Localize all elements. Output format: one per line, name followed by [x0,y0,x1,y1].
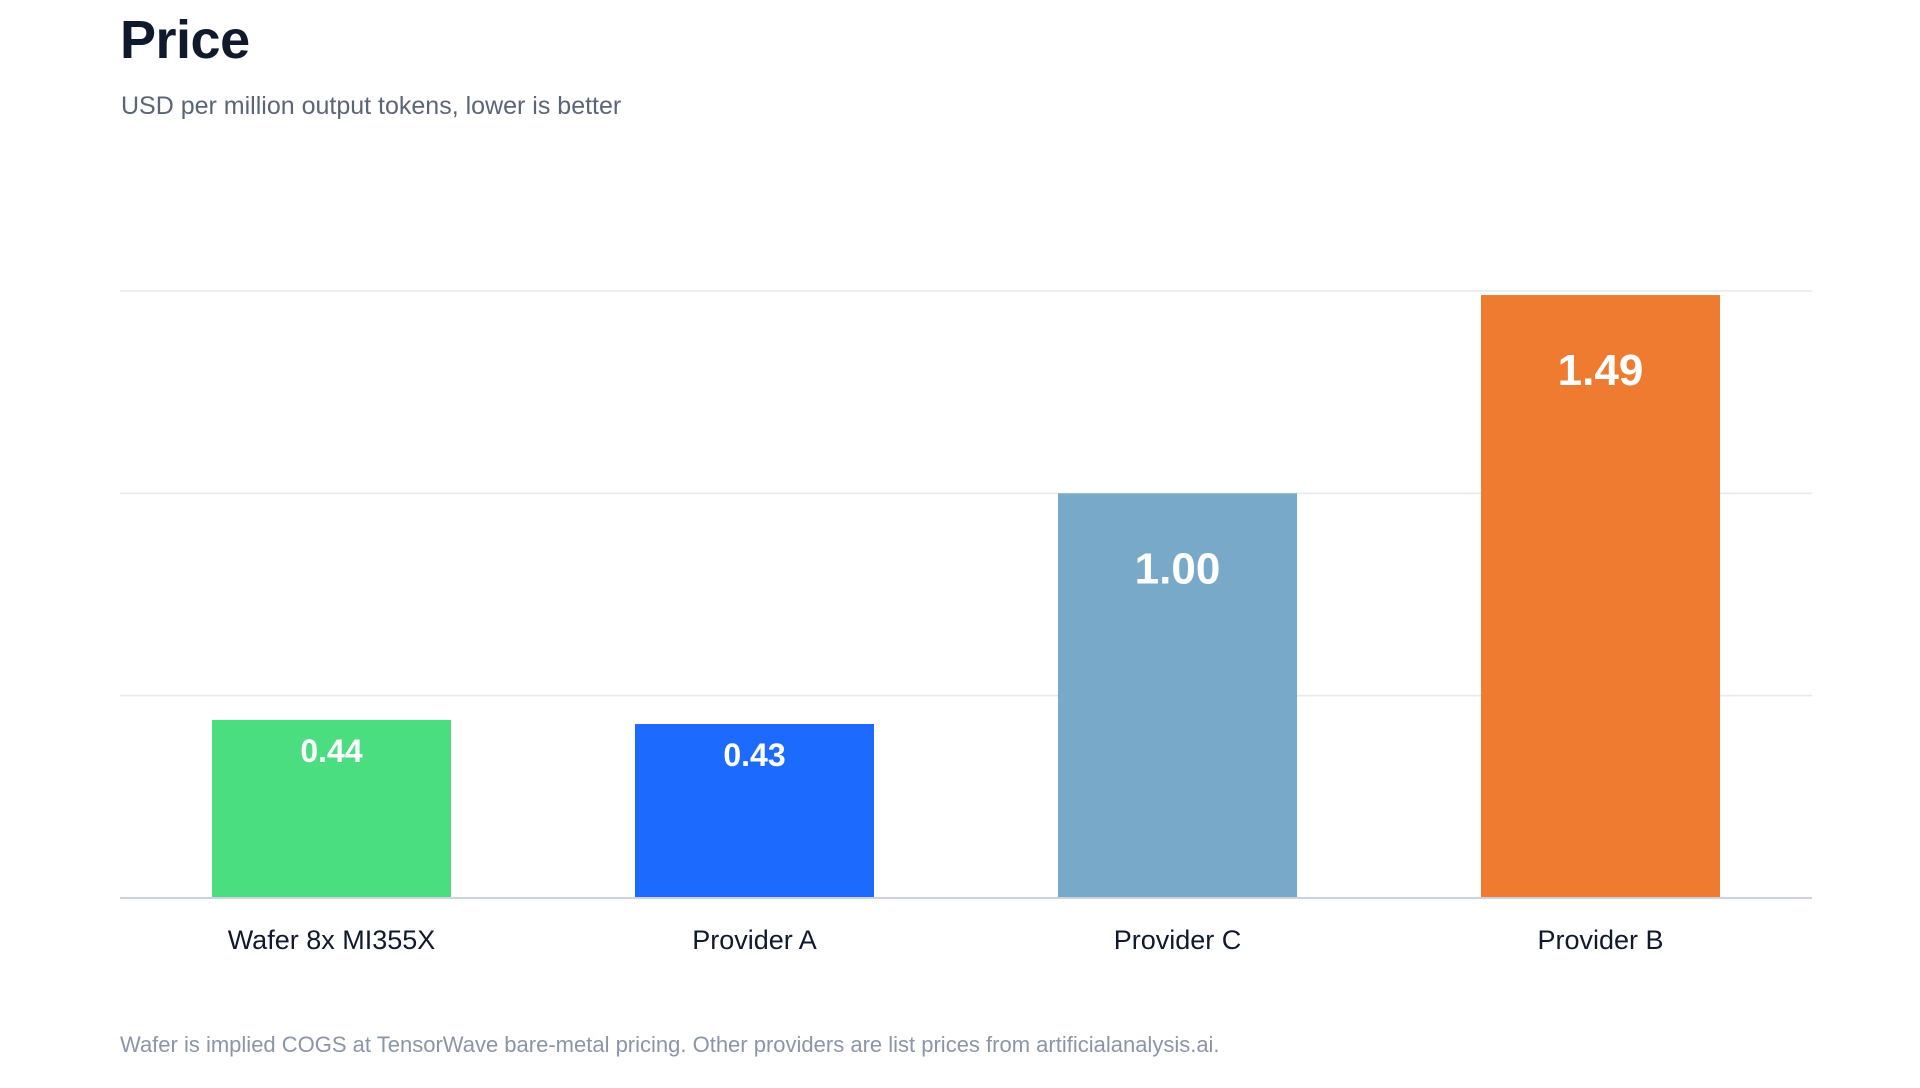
category-label: Provider B [1537,925,1663,955]
bar [212,719,451,898]
chart-subtitle: USD per million output tokens, lower is … [121,92,622,120]
bar-value-label: 0.44 [300,733,362,769]
bar-value-label: 1.00 [1135,544,1221,593]
bar [635,723,874,898]
bar-value-label: 1.49 [1558,346,1644,395]
bar-chart: 0.44 Wafer 8x MI355X 0.43 Provider A 1.00 Pro… [120,290,1812,955]
chart-title: Price [120,10,250,70]
category-label: Provider C [1114,925,1242,955]
category-label: Wafer 8x MI355X [228,925,436,955]
category-label: Provider A [692,925,817,955]
bar [1058,493,1297,898]
footnote: Wafer is implied COGS at TensorWave bare… [120,1032,1220,1057]
bar [1481,295,1720,899]
bar-value-label: 0.43 [723,737,785,773]
